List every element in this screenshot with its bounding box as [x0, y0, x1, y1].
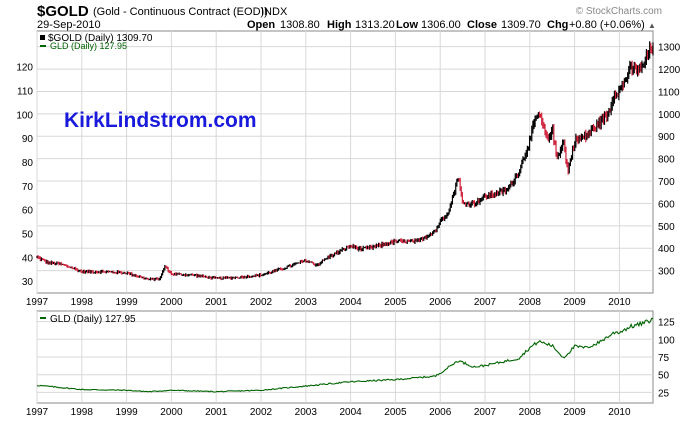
right-tick-label: 50: [658, 371, 670, 382]
right-tick-label: 1200: [658, 65, 681, 76]
right-tick-label: 500: [658, 222, 675, 233]
gld-panel: 25 50 75 100 125 1997 1998 1999 2000 2001 2002 200…: [26, 310, 675, 418]
lower-gridlines: [36, 311, 653, 403]
x-tick-label: 2003: [295, 407, 318, 418]
left-tick-label: 90: [22, 134, 34, 145]
x-tick-label: 1998: [71, 407, 94, 418]
symbol-description: (Gold - Continuous Contract (EOD)): [93, 6, 268, 18]
x-tick-label: 2009: [563, 407, 586, 418]
lower-x-axis-ticks: 1997 1998 1999 2000 2001 2002 2003 2004 2005 2006…: [26, 407, 631, 418]
annotation-watermark: KirkLindstrom.com: [64, 109, 257, 132]
left-tick-label: 50: [22, 229, 34, 240]
right-tick-label: 75: [658, 353, 670, 364]
left-tick-label: 80: [22, 158, 34, 169]
left-tick-label: 40: [22, 253, 34, 264]
legend-label-gld-lower: GLD (Daily) 127.95: [50, 314, 136, 325]
lower-right-axis-ticks: 25 50 75 100 125: [658, 318, 675, 400]
x-tick-label: 1997: [26, 297, 49, 308]
x-tick-label: 2006: [429, 297, 452, 308]
right-tick-label: 100: [658, 335, 675, 346]
ohlc-chg-label: Chg: [547, 19, 568, 31]
left-tick-label: 110: [17, 87, 33, 98]
right-tick-label: 1300: [658, 43, 681, 54]
x-tick-label: 2010: [608, 297, 631, 308]
legend-label-gld: GLD (Daily) 127.95: [50, 41, 127, 51]
legend-swatch-gld: [40, 45, 46, 47]
left-axis-ticks: 30 40 50 60 70 80 90 100 110 120: [16, 63, 33, 288]
watermark: © StockCharts.com: [576, 6, 662, 17]
right-tick-label: 300: [658, 267, 675, 278]
ohlc-chg-value: +0.80 (+0.06%): [569, 19, 645, 31]
gold-price-series: [36, 41, 654, 282]
x-tick-label: 2001: [205, 297, 228, 308]
left-tick-label: 70: [22, 182, 34, 193]
x-tick-label: 2001: [205, 407, 228, 418]
x-tick-label: 2002: [250, 407, 273, 418]
x-tick-label: 2010: [608, 407, 631, 418]
ohlc-low-value: 1306.00: [421, 19, 461, 31]
right-tick-label: 400: [658, 244, 675, 255]
ohlc-open-label: Open: [247, 19, 275, 31]
x-tick-label: 2008: [519, 297, 542, 308]
x-tick-label: 2004: [339, 407, 362, 418]
right-tick-label: 1100: [658, 87, 680, 98]
left-tick-label: 100: [16, 110, 33, 121]
right-tick-label: 25: [658, 388, 670, 399]
x-tick-label: 1998: [71, 297, 94, 308]
legend-label-gold: $GOLD (Daily) 1309.70: [48, 33, 153, 44]
right-tick-label: 800: [658, 155, 675, 166]
x-tick-label: 1999: [115, 407, 138, 418]
gld-series: [36, 317, 654, 393]
x-tick-label: 2007: [474, 407, 497, 418]
x-tick-label: 2004: [339, 297, 362, 308]
main-x-axis-ticks: 1997 1998 1999 2000 2001 2002 2003 2004 2005 2006…: [26, 297, 631, 308]
x-tick-label: 1999: [115, 297, 138, 308]
legend-swatch-gold: [40, 35, 45, 40]
lower-legend: GLD (Daily) 127.95: [40, 314, 136, 325]
gld-line: [36, 317, 654, 393]
left-tick-label: 60: [22, 206, 34, 217]
left-tick-label: 120: [16, 63, 33, 74]
x-tick-label: 2002: [250, 297, 273, 308]
ohlc-low-label: Low: [396, 19, 418, 31]
main-legend: $GOLD (Daily) 1309.70 GLD (Daily) 127.95: [40, 33, 153, 51]
ohlc-close-value: 1309.70: [501, 19, 541, 31]
settings-dropdown-icon[interactable]: ▲: [648, 21, 656, 30]
x-tick-label: 2000: [160, 297, 183, 308]
x-tick-label: 2005: [384, 407, 407, 418]
ohlc-high-value: 1313.20: [355, 19, 395, 31]
main-price-panel: 30 40 50 60 70 80 90 100 110 120 300 400 500 600 700 8…: [16, 30, 681, 308]
right-axis-ticks: 300 400 500 600 700 800 900 1000 1100 1200 1300: [658, 43, 681, 278]
x-tick-label: 2000: [160, 407, 183, 418]
right-tick-label: 125: [658, 318, 675, 329]
right-tick-label: 700: [658, 177, 675, 188]
main-panel-frame: [36, 30, 654, 294]
left-tick-label: 30: [22, 277, 34, 288]
x-tick-label: 2003: [295, 297, 318, 308]
ohlc-readout: Open 1308.80 High 1313.20 Low 1306.00 Cl…: [247, 19, 645, 31]
x-tick-label: 1997: [26, 407, 49, 418]
x-tick-label: 2008: [519, 407, 542, 418]
right-tick-label: 900: [658, 132, 675, 143]
x-tick-label: 2006: [429, 407, 452, 418]
main-gridlines: [36, 31, 653, 293]
exchange-label: INDX: [261, 6, 288, 18]
x-tick-label: 2005: [384, 297, 407, 308]
legend-swatch-gld-lower: [40, 317, 46, 319]
ohlc-high-label: High: [327, 19, 352, 31]
x-tick-label: 2009: [563, 297, 586, 308]
ohlc-open-value: 1308.80: [280, 19, 320, 31]
symbol-title: $GOLD: [37, 3, 89, 20]
right-tick-label: 1000: [658, 110, 681, 121]
right-tick-label: 600: [658, 199, 675, 210]
date-label: 29-Sep-2010: [37, 19, 101, 31]
x-tick-label: 2007: [474, 297, 497, 308]
ohlc-close-label: Close: [467, 19, 497, 31]
